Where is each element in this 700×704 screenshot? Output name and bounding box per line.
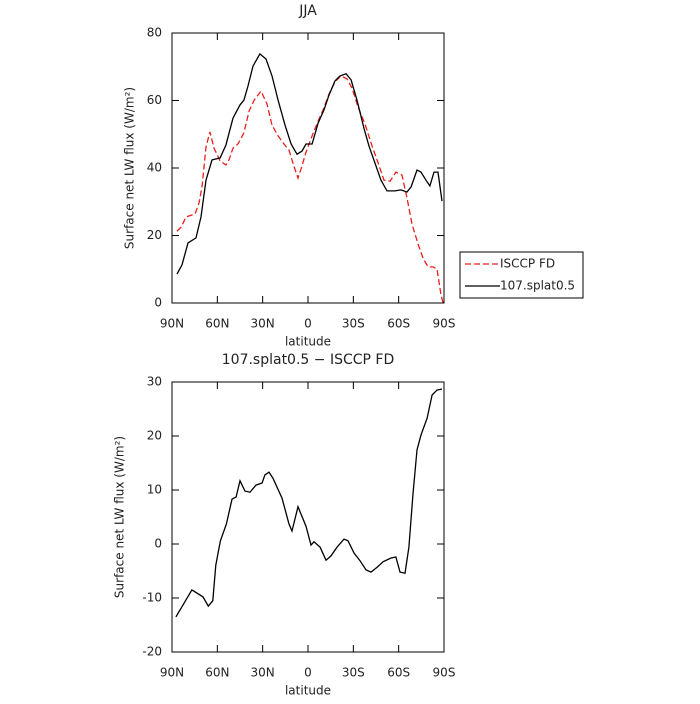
x-tick-label: 30S [342,666,365,680]
x-tick-label: 60N [205,666,229,680]
y-axis-label: Surface net LW flux (W/m²) [123,87,137,249]
x-tick-label: 60S [387,317,410,331]
y-tick-label: 60 [147,93,162,107]
y-tick-label: -10 [142,591,162,605]
x-axis-label: latitude [285,684,331,698]
chart-title: 107.splat0.5 − ISCCP FD [222,352,395,368]
plot-frame [171,32,445,304]
legend-box [459,251,584,299]
data-line [176,75,444,304]
x-tick-label: 30N [251,317,275,331]
x-tick-label: 30S [342,317,365,331]
x-tick-label: 60S [387,666,410,680]
y-tick-label: 80 [147,26,162,40]
y-tick-label: 10 [147,483,162,497]
legend-label: 107.splat0.5 [500,279,575,293]
y-tick-label: 20 [147,228,162,242]
y-tick-label: -20 [142,645,162,659]
y-axis-label: Surface net LW flux (W/m²) [113,436,127,598]
x-tick-label: 0 [304,666,312,680]
y-tick-label: 20 [147,429,162,443]
x-tick-label: 90N [160,317,184,331]
data-line [175,388,443,618]
chart-title: JJA [298,3,317,19]
y-tick-label: 30 [147,375,162,389]
y-tick-label: 40 [147,161,162,175]
x-tick-label: 30N [251,666,275,680]
x-tick-label: 90S [433,317,456,331]
x-tick-label: 60N [205,317,229,331]
x-tick-label: 0 [304,317,312,331]
plot-frame [171,381,445,653]
y-tick-label: 0 [154,537,162,551]
x-tick-label: 90N [160,666,184,680]
legend-label: ISCCP FD [500,257,555,271]
data-line [176,52,443,275]
x-tick-label: 90S [433,666,456,680]
y-tick-label: 0 [154,296,162,310]
x-axis-label: latitude [285,335,331,349]
